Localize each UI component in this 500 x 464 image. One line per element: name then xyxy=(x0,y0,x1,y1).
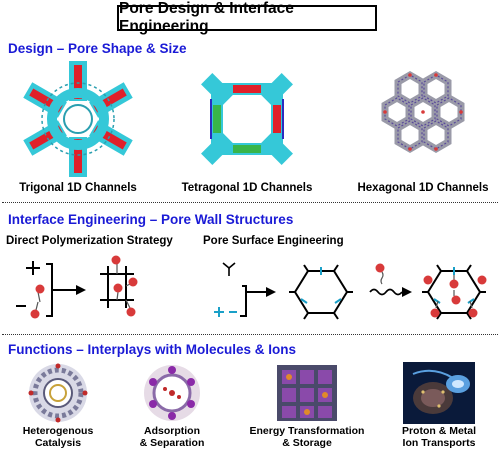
caption-line: & Separation xyxy=(139,437,205,449)
function-caption-energy: Energy Transformation & Storage xyxy=(228,425,386,449)
caption-line: & Storage xyxy=(282,437,332,449)
adsorption-image xyxy=(144,365,200,421)
plus-icon xyxy=(214,307,224,317)
function-caption-catalysis: Heterogenous Catalysis xyxy=(8,425,108,449)
functions-heading: Functions – Interplays with Molecules & … xyxy=(8,342,297,357)
pore-surface-engineering-label: Pore Surface Engineering xyxy=(203,235,344,247)
trigonal-channel-image xyxy=(23,61,133,177)
direct-polymerization-diagram xyxy=(16,255,138,319)
arrow-right-icon xyxy=(76,285,86,295)
caption-line: Heterogenous xyxy=(22,425,94,437)
arrow-right-icon xyxy=(402,287,412,297)
ion-transport-image xyxy=(403,362,475,424)
caption-line: Proton & Metal xyxy=(401,425,477,437)
catalysis-image xyxy=(28,363,88,423)
tetragonal-channel-image xyxy=(201,73,293,165)
function-caption-ion-transport: Proton & Metal Ion Transports xyxy=(389,425,489,449)
channel-caption-hexagonal: Hexagonal 1D Channels xyxy=(357,182,489,194)
caption-line: Ion Transports xyxy=(402,437,476,449)
energy-storage-image xyxy=(277,365,337,421)
caption-line: Catalysis xyxy=(34,437,82,449)
hexagonal-channel-image xyxy=(381,70,465,154)
caption-line: Adsorption xyxy=(144,425,200,437)
design-heading: Design – Pore Shape & Size xyxy=(8,41,187,56)
function-caption-adsorption: Adsorption & Separation xyxy=(122,425,222,449)
arrow-right-icon xyxy=(266,287,276,297)
title-text: Pore Design & Interface Engineering xyxy=(119,0,294,35)
caption-line: Energy Transformation xyxy=(249,425,365,437)
direct-polymerization-label: Direct Polymerization Strategy xyxy=(6,235,173,247)
section-divider-1 xyxy=(2,202,498,203)
page-title: Pore Design & Interface Engineering xyxy=(117,0,377,35)
section-divider-2 xyxy=(2,334,498,335)
channel-caption-trigonal: Trigonal 1D Channels xyxy=(19,182,137,194)
interface-heading: Interface Engineering – Pore Wall Struct… xyxy=(8,212,294,227)
channel-caption-tetragonal: Tetragonal 1D Channels xyxy=(181,182,313,194)
pore-surface-engineering-diagram xyxy=(214,262,487,320)
plus-icon xyxy=(26,261,40,275)
